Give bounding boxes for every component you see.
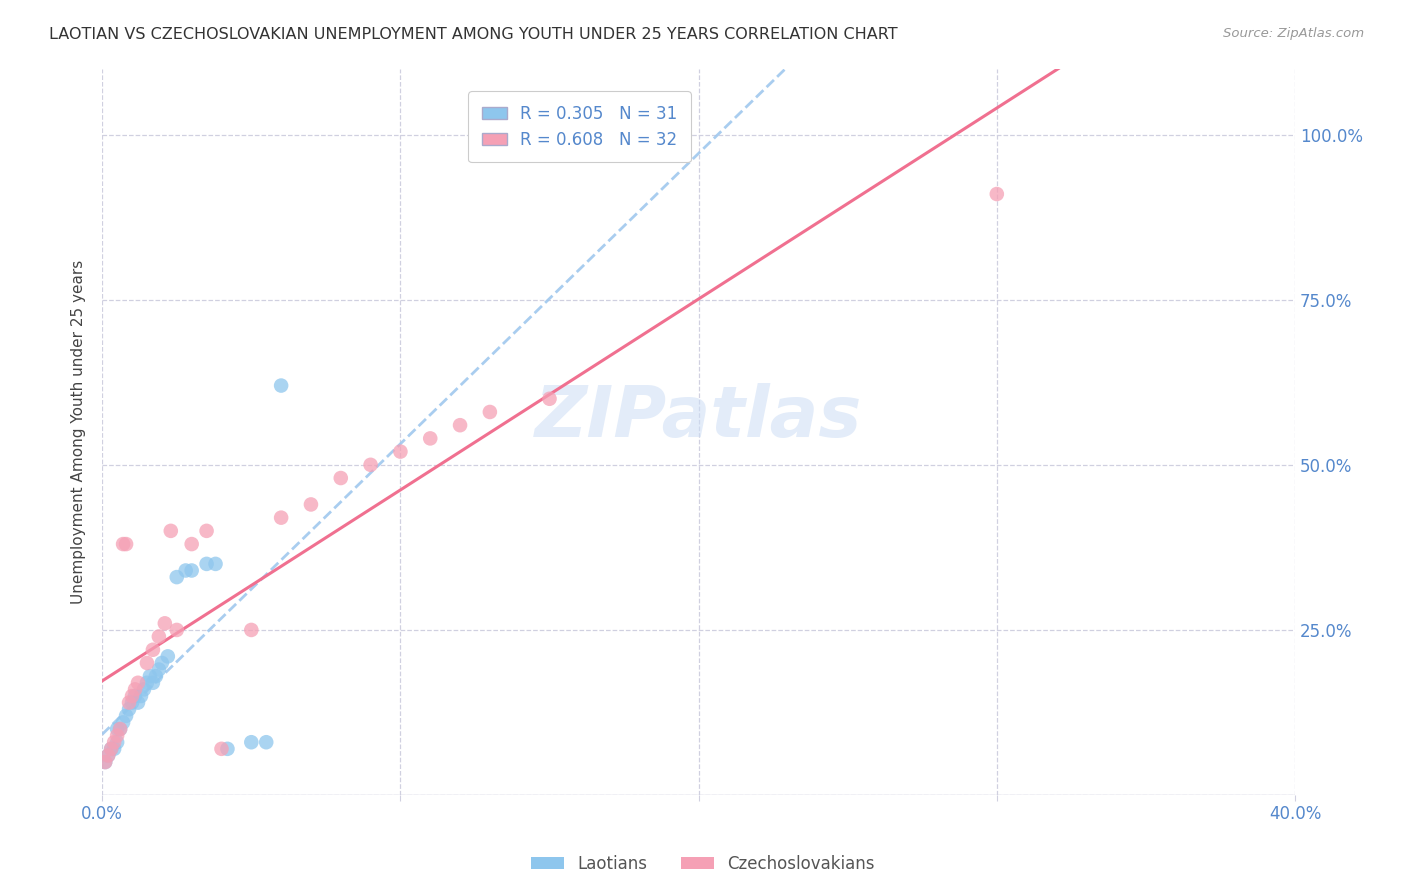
Point [103,741,125,756]
Point [174,564,197,578]
Point [115,537,138,551]
Point [360,458,382,472]
Point [148,663,170,677]
Point [124,682,146,697]
Legend: Laotians, Czechoslovakians: Laotians, Czechoslovakians [524,848,882,880]
Point [121,696,143,710]
Point [108,722,131,736]
Point [166,623,188,637]
Point [118,696,141,710]
Point [136,675,159,690]
Point [118,702,141,716]
Point [112,537,135,551]
Point [195,524,218,538]
Point [115,708,138,723]
Text: Source: ZipAtlas.com: Source: ZipAtlas.com [1223,27,1364,40]
Point [156,649,179,664]
Point [127,696,149,710]
Legend: R = 0.305   N = 31, R = 0.608   N = 32: R = 0.305 N = 31, R = 0.608 N = 32 [468,91,690,162]
Point [112,715,135,730]
Point [166,570,188,584]
Point [270,510,292,524]
Point [105,729,128,743]
Point [105,722,128,736]
Point [254,735,277,749]
Point [100,741,122,756]
Point [211,741,233,756]
Point [148,630,170,644]
Point [986,187,1008,202]
Point [538,392,561,406]
Point [180,564,202,578]
Point [129,689,152,703]
Point [124,689,146,703]
Point [478,405,501,419]
Point [136,656,159,670]
Point [139,669,162,683]
Point [103,735,125,749]
Point [159,524,181,538]
Point [389,444,412,458]
Point [150,656,173,670]
Point [449,418,471,433]
Point [97,748,120,763]
Point [153,616,176,631]
Point [419,431,441,445]
Point [299,498,322,512]
Point [204,557,226,571]
Y-axis label: Unemployment Among Youth under 25 years: Unemployment Among Youth under 25 years [72,260,86,604]
Point [217,741,239,756]
Text: ZIPatlas: ZIPatlas [534,383,862,451]
Point [97,748,120,763]
Point [145,669,167,683]
Text: LAOTIAN VS CZECHOSLOVAKIAN UNEMPLOYMENT AMONG YOUTH UNDER 25 YEARS CORRELATION C: LAOTIAN VS CZECHOSLOVAKIAN UNEMPLOYMENT … [49,27,898,42]
Point [180,537,202,551]
Point [132,682,155,697]
Point [270,378,292,392]
Point [105,735,128,749]
Point [100,741,122,756]
Point [142,642,165,657]
Point [94,755,117,769]
Point [127,675,149,690]
Point [121,689,143,703]
Point [142,675,165,690]
Point [195,557,218,571]
Point [94,755,117,769]
Point [240,735,263,749]
Point [240,623,263,637]
Point [108,722,131,736]
Point [329,471,352,485]
